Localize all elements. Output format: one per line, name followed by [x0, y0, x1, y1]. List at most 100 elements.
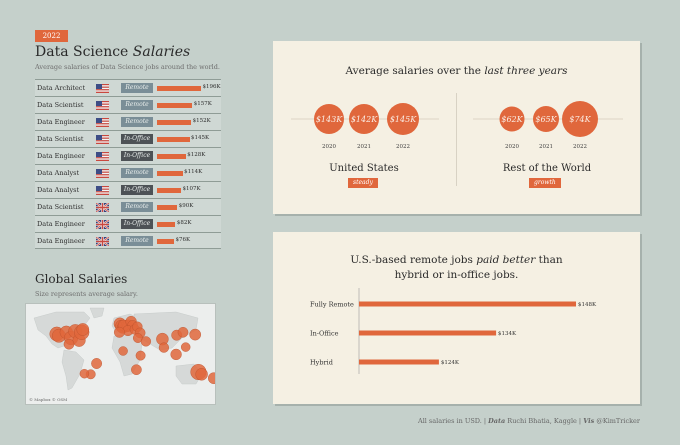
flag-stripe [96, 137, 109, 139]
remote-bar [359, 330, 497, 336]
flag-stripe [96, 140, 109, 142]
flag-stripe [96, 171, 109, 173]
flag-stripe [96, 136, 109, 138]
flag-stripe [96, 121, 109, 124]
flag-canton [96, 118, 102, 123]
flag-stripe [96, 91, 109, 93]
remote-bar [359, 359, 439, 365]
us-flag-icon [96, 135, 109, 144]
map-point [76, 323, 90, 336]
flag-stripe [96, 155, 109, 158]
flag-stripe [96, 104, 109, 107]
flag-stripe [96, 124, 109, 126]
salary-bar [157, 188, 182, 193]
flag-stripe [96, 174, 109, 176]
job-title: Data Scientist [37, 101, 84, 109]
flag-stripe [96, 118, 109, 120]
flag-stripe [96, 189, 109, 192]
us-flag-icon [96, 152, 109, 161]
salary-value: $145K [191, 135, 210, 141]
map-point [170, 348, 182, 361]
flag-stripe [96, 108, 109, 110]
salary-bubble-label: $62K [501, 115, 523, 124]
year-label: 2022 [396, 144, 410, 150]
category-label: In-Office [310, 330, 339, 338]
map-point [158, 342, 170, 353]
remote-card: U.S.-based remote jobs paid better than … [273, 232, 640, 404]
trend-card: Average salaries over the last three yea… [273, 41, 640, 214]
flag-stripe [96, 193, 109, 195]
flag-stripe [96, 142, 109, 144]
page-title: Data Science Salaries [35, 44, 190, 60]
map-point [135, 350, 146, 361]
map-point [195, 368, 208, 381]
salary-value: $196K [202, 84, 221, 90]
table-row: Data Engineer Remote $152K [35, 113, 221, 130]
us-flag-icon [96, 101, 109, 110]
job-title: Data Engineer [37, 237, 85, 245]
table-row: Data Analyst Remote $114K [35, 164, 221, 181]
flag-stripe [96, 119, 109, 121]
salary-bubble [387, 103, 419, 135]
page-title-plain: Data Science [35, 44, 133, 60]
map-point [189, 328, 201, 341]
salary-bar [157, 154, 186, 159]
salary-bubble-label: $74K [569, 115, 591, 124]
flag-canton [96, 152, 102, 157]
flag-stripe [96, 176, 109, 178]
region-tag-row: growth [529, 178, 561, 188]
flag-cross-red [96, 237, 109, 246]
flag-cross-red [96, 203, 109, 212]
flag-stripe [96, 159, 109, 161]
flag-stripe [96, 191, 109, 193]
flag-stripe [96, 90, 109, 92]
flag-stripe [96, 125, 109, 127]
bar-value-label: $134K [498, 331, 517, 337]
remote-title-end: than [535, 254, 563, 266]
flag-canton [96, 135, 102, 140]
flag-stripe [96, 170, 109, 172]
salary-value: $107K [182, 186, 201, 192]
bar-value-label: $148K [578, 302, 597, 308]
remote-card-title-line2: hybrid or in-office jobs. [394, 269, 519, 281]
world-map[interactable]: © Mapbox © OSM [25, 303, 216, 405]
flag-canton [96, 84, 102, 89]
us-flag-icon [96, 84, 109, 93]
flag-stripe [96, 187, 109, 189]
flag-stripe [96, 85, 109, 87]
job-title: Data Engineer [37, 220, 85, 228]
flag-stripe [96, 188, 109, 190]
work-mode-pill: Remote [121, 202, 153, 212]
salary-bar [157, 171, 183, 176]
map-point [91, 358, 103, 369]
work-mode-pill: Remote [121, 83, 153, 93]
region-tag-us: steady [348, 178, 378, 188]
map-point [131, 364, 142, 375]
trend-chart: $143K 2020 $142K 2021 $145K 2022 $62K 2020 $65K 2… [291, 101, 623, 150]
map-title: Global Salaries [35, 272, 128, 286]
remote-title-plain: U.S.-based remote jobs [350, 254, 477, 266]
work-mode-pill: In-Office [121, 134, 153, 144]
footer: All salaries in USD. | Data Ruchi Bhatia… [418, 417, 640, 425]
remote-card-title-line1: U.S.-based remote jobs paid better than [273, 254, 640, 266]
table-row: Data Scientist Remote $90K [35, 198, 221, 215]
uk-flag-icon [96, 237, 109, 246]
map-point [180, 342, 191, 352]
map-salary-points [49, 316, 215, 384]
map-point [140, 336, 152, 347]
flag-stripe [96, 103, 109, 105]
flag-stripe [96, 186, 109, 188]
salary-bubble-label: $142K [351, 115, 378, 124]
flag-canton [96, 101, 102, 106]
flag-stripe [96, 152, 109, 154]
flag-cross-red [96, 220, 109, 229]
category-label: Fully Remote [310, 301, 354, 309]
year-badge: 2022 [35, 30, 68, 42]
table-row: Data Analyst In-Office $107K [35, 181, 221, 198]
salary-bubble [533, 106, 559, 132]
salary-bubble-label: $145K [390, 115, 417, 124]
uk-flag-icon [96, 220, 109, 229]
bar-value-label: $124K [441, 360, 460, 366]
footer-data-value: Ruchi Bhatia, Kaggle | [505, 417, 584, 425]
flag-stripe [96, 135, 109, 137]
